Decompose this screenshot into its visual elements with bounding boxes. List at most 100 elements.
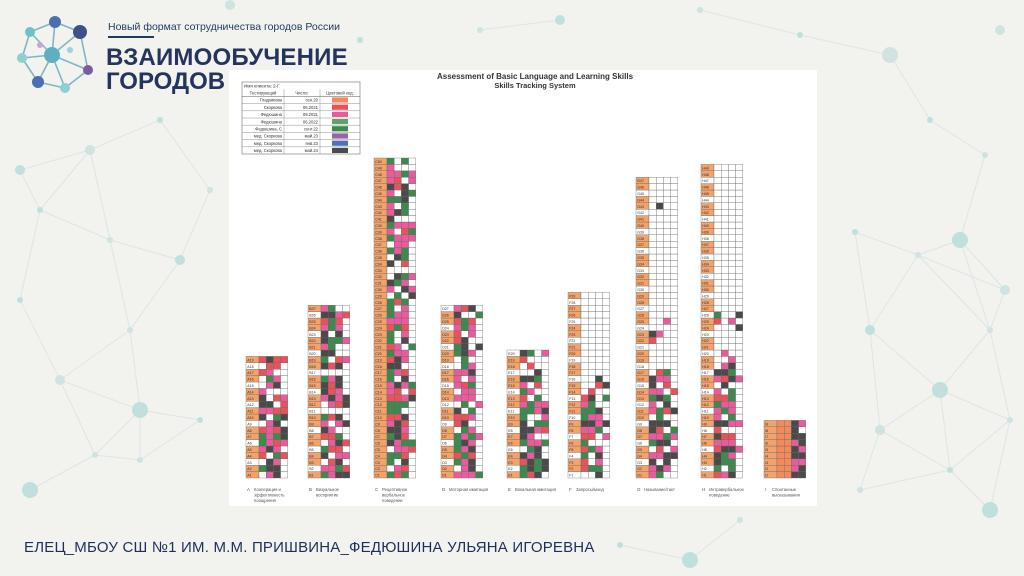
progress-cell	[258, 375, 267, 383]
progress-cell	[670, 433, 678, 440]
skill-code-label: D11	[442, 410, 448, 414]
progress-cell	[401, 337, 409, 344]
progress-cell	[394, 439, 402, 447]
progress-cell	[453, 433, 462, 440]
progress-cell	[663, 388, 671, 395]
skill-code-label: C46	[375, 186, 382, 190]
progress-cell	[408, 330, 416, 338]
skill-code-label: C39	[375, 230, 382, 234]
progress-cell	[408, 279, 416, 287]
skill-code-label: D12	[442, 403, 449, 407]
progress-cell	[328, 343, 336, 351]
skill-code-label: E1	[508, 474, 512, 478]
progress-cell	[453, 381, 462, 389]
progress-cell	[401, 324, 409, 331]
skill-code-label: C22	[375, 339, 382, 343]
progress-cell	[721, 420, 729, 427]
progress-cell	[735, 164, 743, 171]
document-subtitle: Skills Tracking System	[494, 81, 576, 90]
skill-code-label: F20	[569, 352, 575, 356]
progress-cell	[468, 433, 476, 440]
progress-cell	[475, 356, 483, 363]
progress-cell	[588, 381, 596, 389]
progress-cell	[386, 356, 395, 363]
progress-cell	[461, 356, 469, 363]
progress-cell	[663, 349, 671, 357]
progress-cell	[258, 433, 267, 440]
progress-cell	[663, 324, 671, 331]
progress-cell	[386, 298, 395, 306]
progress-cell	[735, 330, 743, 338]
progress-cell	[527, 388, 535, 395]
progress-cell	[273, 362, 281, 370]
progress-cell	[656, 215, 664, 223]
progress-cell	[394, 465, 402, 472]
progress-cell	[728, 458, 736, 466]
progress-cell	[408, 209, 416, 216]
progress-cell	[475, 330, 483, 338]
progress-cell	[408, 439, 416, 447]
progress-cell	[588, 433, 596, 440]
skill-code-label: D26	[442, 314, 449, 318]
progress-cell	[735, 234, 743, 242]
progress-cell	[320, 445, 329, 453]
progress-cell	[342, 343, 350, 351]
progress-cell	[401, 343, 409, 351]
skill-code-label: E7	[508, 435, 512, 439]
progress-cell	[648, 369, 657, 376]
progress-cell	[595, 439, 603, 447]
column-letter: H	[702, 487, 705, 492]
skill-code-label: H41	[702, 218, 709, 222]
progress-cell	[735, 439, 743, 447]
progress-cell	[721, 433, 729, 440]
skill-code-label: F29	[569, 294, 575, 298]
progress-cell	[602, 381, 610, 389]
skill-code-label: G36	[637, 250, 644, 254]
progress-cell	[713, 465, 722, 472]
progress-cell	[527, 458, 535, 466]
progress-cell	[394, 375, 402, 383]
skill-code-label: G23	[637, 333, 644, 337]
skill-code-label: B14	[309, 390, 315, 394]
progress-cell	[328, 362, 336, 370]
progress-cell	[670, 401, 678, 408]
progress-cell	[401, 241, 409, 248]
skill-code-label: H36	[702, 250, 709, 254]
progress-cell	[656, 311, 664, 319]
progress-cell	[713, 426, 722, 434]
progress-cell	[408, 452, 416, 459]
skill-code-label: B19	[309, 358, 315, 362]
progress-cell	[394, 311, 402, 319]
skill-code-label: G22	[637, 339, 644, 343]
progress-cell	[408, 253, 416, 261]
progress-cell	[468, 349, 476, 357]
progress-cell	[320, 381, 329, 389]
progress-cell	[663, 305, 671, 312]
skill-code-label: D23	[442, 333, 449, 337]
progress-cell	[713, 375, 722, 383]
progress-cell	[602, 388, 610, 395]
skill-code-label: C42	[375, 211, 382, 215]
progress-cell	[273, 401, 281, 408]
progress-cell	[728, 221, 736, 229]
progress-cell	[721, 292, 729, 299]
progress-cell	[541, 413, 549, 421]
progress-cell	[453, 401, 462, 408]
progress-cell	[656, 426, 664, 434]
skill-code-label: G45	[637, 192, 644, 196]
progress-cell	[602, 375, 610, 383]
progress-cell	[776, 426, 785, 434]
skill-code-label: G31	[637, 282, 644, 286]
ablls-tracking-grid: Assessment of Basic Language and Learnin…	[241, 72, 806, 503]
skill-code-label: C50	[375, 160, 382, 164]
progress-cell	[595, 349, 603, 357]
skill-code-label: D17	[442, 371, 449, 375]
progress-cell	[721, 317, 729, 325]
skill-code-label: C29	[375, 294, 382, 298]
progress-cell	[401, 369, 409, 376]
progress-cell	[527, 471, 535, 479]
progress-cell	[328, 388, 336, 395]
progress-cell	[527, 452, 535, 459]
progress-cell	[273, 369, 281, 376]
skill-code-label: H45	[702, 192, 709, 196]
